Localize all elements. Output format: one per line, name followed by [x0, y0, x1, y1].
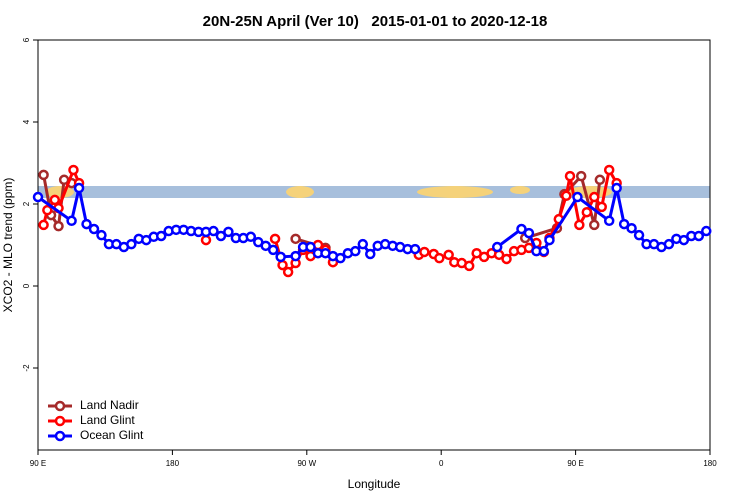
data-point: [589, 191, 600, 203]
data-point: [357, 238, 369, 250]
x-tick-label: 90 E: [30, 459, 46, 468]
y-tick-label: 4: [22, 119, 31, 124]
data-point: [564, 170, 576, 182]
data-point: [693, 230, 705, 242]
data-point: [701, 225, 712, 237]
data-point: [305, 241, 316, 253]
data-point: [282, 266, 294, 278]
y-tick-label: 2: [22, 201, 31, 206]
data-point: [208, 225, 219, 237]
series: [38, 164, 622, 278]
map-strip: [38, 186, 710, 198]
data-point: [155, 230, 167, 242]
legend-label: Land Glint: [80, 413, 135, 427]
data-point: [66, 215, 77, 227]
data-point: [68, 164, 79, 176]
data-point: [678, 234, 690, 246]
data-point: [603, 164, 615, 176]
data-point: [38, 219, 49, 231]
data-point: [53, 220, 64, 232]
data-point: [32, 191, 44, 203]
data-point: [618, 218, 630, 230]
land-shape: [510, 186, 530, 194]
y-axis-label: XCO2 - MLO trend (ppm): [1, 178, 15, 313]
legend-marker: [54, 400, 66, 412]
y-tick-label: -2: [22, 364, 31, 372]
data-point: [245, 231, 257, 243]
x-axis-label: Longitude: [348, 477, 401, 491]
data-point: [260, 240, 271, 252]
data-point: [491, 241, 503, 253]
data-point: [49, 194, 61, 206]
data-point: [633, 229, 645, 241]
data-point: [574, 219, 585, 231]
data-point: [81, 218, 92, 230]
data-point: [290, 233, 301, 245]
data-point: [626, 222, 637, 234]
land-shape: [417, 186, 493, 198]
x-tick-label: 180: [703, 459, 717, 468]
y-tick-label: 0: [22, 283, 31, 288]
data-point: [42, 204, 53, 216]
data-point: [443, 249, 454, 261]
ocean-band: [38, 186, 710, 198]
data-point: [603, 215, 615, 227]
data-point: [350, 245, 361, 257]
data-point: [544, 234, 555, 246]
data-point: [419, 246, 430, 258]
data-point: [126, 238, 137, 250]
data-point: [594, 174, 606, 186]
data-point: [538, 245, 550, 257]
data-point: [409, 243, 421, 255]
x-tick-label: 90 E: [567, 459, 583, 468]
data-point: [267, 244, 279, 256]
data-point: [501, 253, 512, 265]
data-point: [38, 169, 49, 181]
legend-marker: [54, 430, 66, 442]
legend-label: Land Nadir: [80, 398, 139, 412]
data-point: [581, 206, 593, 218]
x-tick-label: 180: [166, 459, 180, 468]
data-point: [275, 251, 286, 263]
data-point: [572, 191, 583, 203]
plot-frame: [37, 39, 711, 451]
x-tick-label: 90 W: [297, 459, 316, 468]
data-point: [200, 234, 212, 246]
legend-label: Ocean Glint: [80, 428, 144, 442]
data-point: [463, 260, 475, 272]
legend-marker: [54, 415, 66, 427]
data-point: [611, 182, 622, 194]
data-point: [215, 230, 227, 242]
data-point: [96, 229, 107, 241]
land-shape: [286, 186, 314, 198]
data-point: [290, 250, 301, 262]
data-point: [516, 223, 527, 235]
series: [32, 182, 712, 264]
x-tick-label: 0: [439, 459, 444, 468]
chart-title: 20N-25N April (Ver 10) 2015-01-01 to 202…: [203, 13, 548, 30]
data-point: [73, 182, 85, 194]
data-point: [575, 170, 587, 182]
data-point: [663, 238, 675, 250]
data-point: [335, 252, 346, 264]
data-point: [269, 233, 281, 245]
data-point: [596, 201, 607, 213]
data-point: [88, 223, 100, 235]
data-point: [561, 190, 572, 202]
data-point: [523, 227, 535, 239]
data-point: [223, 226, 234, 238]
data-point: [589, 219, 600, 231]
data-point: [365, 248, 376, 260]
y-tick-label: 6: [22, 37, 31, 42]
data-point: [434, 252, 445, 264]
